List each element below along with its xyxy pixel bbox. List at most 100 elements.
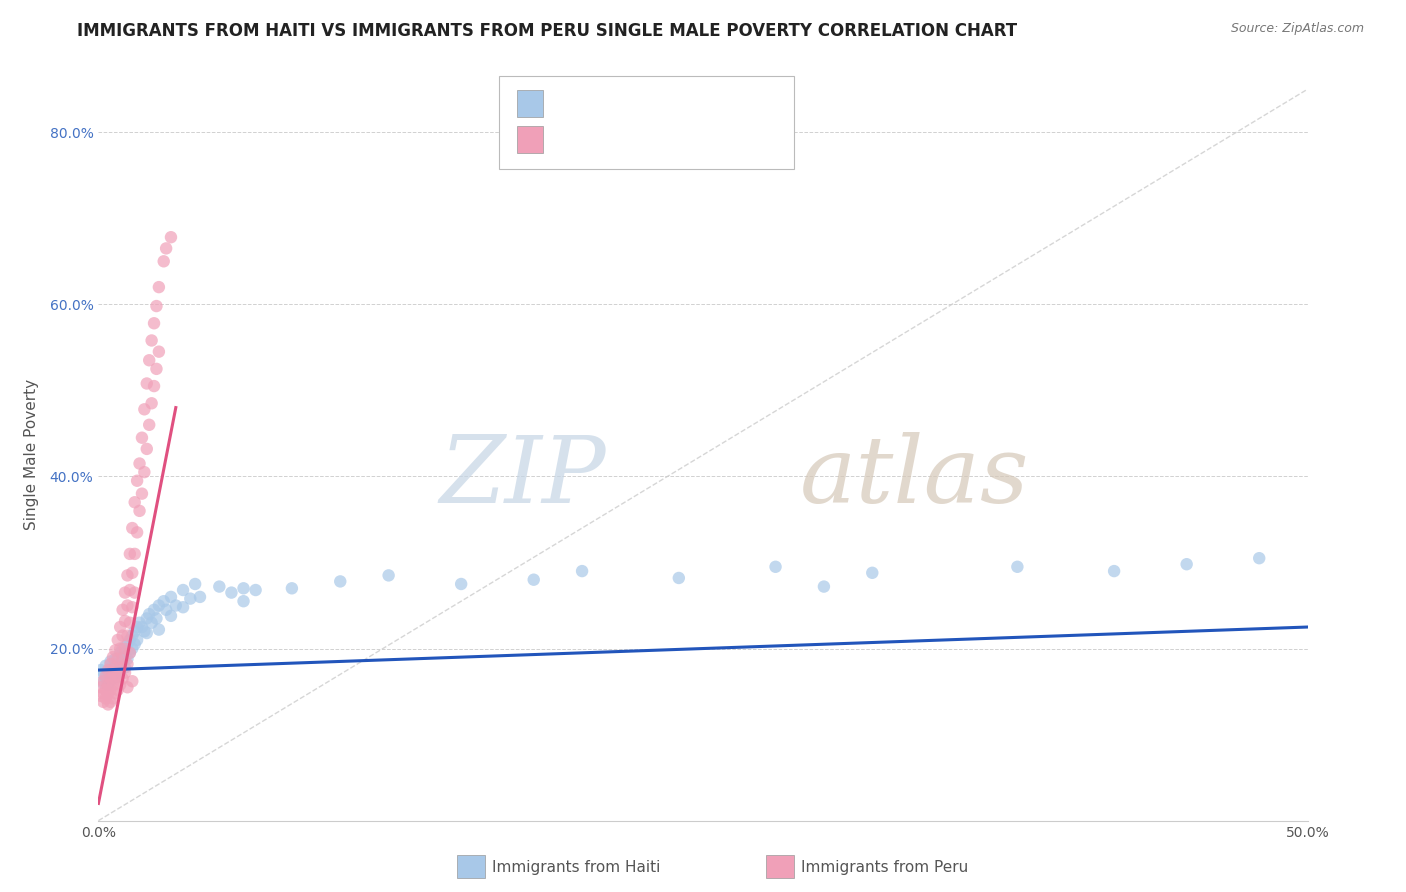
Point: [152, 254, 174, 268]
Point: [111, 672, 134, 686]
Point: [141, 396, 163, 410]
Point: [571, 564, 593, 578]
Point: [221, 585, 243, 599]
Text: 0.149: 0.149: [591, 95, 643, 112]
Point: [143, 603, 166, 617]
Point: [108, 620, 131, 634]
Point: [94, 672, 117, 686]
Point: [108, 660, 131, 674]
Point: [813, 580, 835, 594]
Point: [111, 641, 134, 656]
Point: [172, 600, 194, 615]
Point: [155, 603, 177, 617]
Point: [90, 680, 112, 694]
Point: [107, 669, 129, 683]
Point: [91, 686, 114, 700]
Point: [143, 316, 166, 330]
Point: [111, 652, 134, 666]
Point: [135, 442, 157, 456]
Point: [152, 594, 174, 608]
Point: [208, 580, 231, 594]
Point: [145, 362, 167, 376]
Point: [107, 632, 129, 647]
Point: [160, 608, 183, 623]
Point: [91, 667, 114, 681]
Point: [114, 641, 136, 656]
Point: [100, 672, 122, 686]
Point: [329, 574, 352, 589]
Point: [91, 695, 114, 709]
Text: 77: 77: [682, 130, 706, 148]
Point: [94, 691, 117, 706]
Point: [143, 379, 166, 393]
Point: [1175, 558, 1198, 572]
Point: [100, 655, 122, 669]
Point: [97, 665, 120, 680]
Point: [117, 657, 139, 671]
Point: [188, 590, 211, 604]
Point: [108, 641, 131, 656]
Point: [148, 280, 170, 294]
Point: [1007, 559, 1029, 574]
Point: [124, 585, 146, 599]
Point: [101, 650, 124, 665]
Point: [91, 674, 114, 689]
Point: [131, 620, 153, 634]
Point: [121, 521, 143, 535]
Point: [108, 646, 131, 660]
Point: [127, 474, 149, 488]
Point: [118, 632, 141, 647]
Point: [128, 504, 150, 518]
Point: [118, 547, 141, 561]
Point: [124, 637, 146, 651]
Point: [118, 646, 141, 660]
Text: R =: R =: [548, 130, 585, 148]
Point: [134, 624, 156, 639]
Point: [114, 665, 136, 680]
Text: 0.523: 0.523: [591, 130, 643, 148]
Point: [91, 676, 114, 690]
Point: [148, 623, 170, 637]
Text: Immigrants from Peru: Immigrants from Peru: [801, 860, 969, 874]
Point: [184, 577, 207, 591]
Point: [118, 646, 141, 660]
Point: [860, 566, 883, 580]
Point: [107, 669, 129, 683]
Point: [97, 678, 120, 692]
Point: [107, 652, 129, 666]
Point: [127, 632, 149, 647]
Point: [232, 582, 254, 596]
Point: [101, 665, 124, 680]
Text: Immigrants from Haiti: Immigrants from Haiti: [492, 860, 661, 874]
Point: [97, 678, 120, 692]
Point: [141, 334, 163, 348]
Point: [668, 571, 690, 585]
Point: [100, 682, 122, 697]
Point: [523, 573, 546, 587]
Text: R =: R =: [548, 95, 585, 112]
Point: [117, 652, 139, 666]
Point: [124, 495, 146, 509]
Point: [97, 698, 120, 712]
Point: [138, 607, 160, 621]
Point: [172, 582, 194, 597]
Point: [128, 615, 150, 630]
Text: ZIP: ZIP: [440, 432, 606, 522]
Point: [114, 585, 136, 599]
Point: [108, 678, 131, 692]
Point: [101, 691, 124, 706]
Point: [101, 678, 124, 692]
Point: [165, 599, 187, 613]
Point: [145, 611, 167, 625]
Point: [131, 431, 153, 445]
Point: [107, 657, 129, 671]
Point: [94, 669, 117, 683]
Point: [135, 376, 157, 391]
Point: [117, 680, 139, 694]
Point: [111, 603, 134, 617]
Point: [127, 525, 149, 540]
Point: [121, 674, 143, 689]
Point: [100, 695, 122, 709]
Point: [128, 457, 150, 471]
Point: [97, 663, 120, 677]
